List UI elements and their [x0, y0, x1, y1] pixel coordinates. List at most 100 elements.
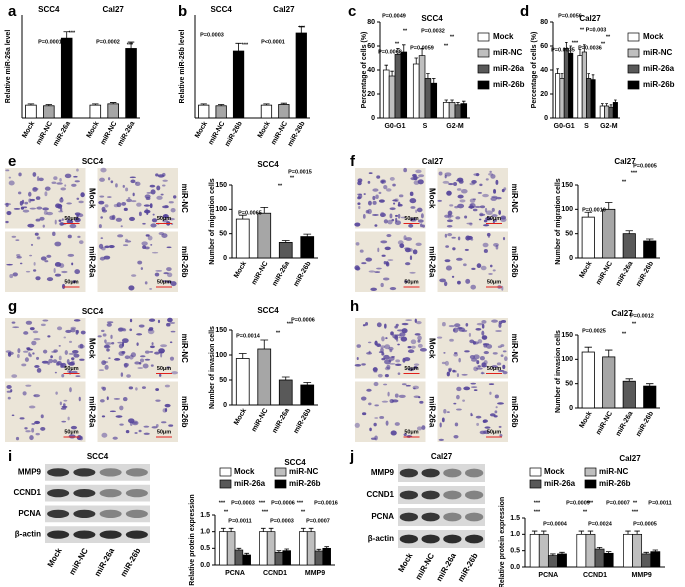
- bar: [643, 240, 657, 259]
- image-title: Cal27: [422, 157, 444, 166]
- cell: [472, 198, 477, 201]
- cell: [354, 422, 360, 428]
- cell: [385, 420, 389, 426]
- cell: [35, 196, 41, 200]
- annotation: P=0.0035: [551, 47, 575, 53]
- cell: [68, 352, 76, 355]
- cell: [470, 284, 476, 290]
- bar: [234, 549, 244, 566]
- blot-band: [47, 509, 70, 519]
- error-bar: [584, 346, 592, 353]
- blot-strip: [398, 508, 485, 526]
- cell: [420, 213, 424, 219]
- image-label: miR-26a: [87, 396, 96, 428]
- image-label: miR-26a: [427, 396, 436, 428]
- cell: [170, 281, 177, 287]
- error-bar: [652, 549, 659, 552]
- error-bar: [426, 73, 430, 79]
- bar: [107, 103, 119, 119]
- cell: [50, 355, 53, 359]
- annotation: P=0.0003: [270, 518, 294, 524]
- cell: [376, 267, 382, 270]
- bar: [454, 104, 462, 119]
- cell: [169, 341, 173, 344]
- cell: [40, 256, 47, 261]
- cell: [382, 277, 390, 281]
- annotation: ***: [572, 40, 579, 46]
- annotation: P=0.0012: [630, 313, 654, 319]
- blot-strip: [45, 505, 150, 523]
- cell: [500, 344, 505, 347]
- cell: [65, 329, 72, 333]
- cell: [455, 216, 461, 220]
- cell: [490, 174, 496, 179]
- cell: [52, 359, 58, 364]
- x-tick-label: miR-26b: [293, 260, 313, 287]
- bar: [590, 79, 596, 119]
- cell: [373, 381, 379, 387]
- bar: [448, 102, 456, 119]
- cell: [151, 218, 158, 223]
- lane-label: miR-NC: [414, 551, 437, 581]
- cell: [457, 203, 465, 209]
- bar: [442, 102, 450, 119]
- cell: [24, 201, 29, 205]
- cell: [11, 414, 15, 417]
- cell: [468, 332, 472, 337]
- blot-band: [464, 490, 484, 500]
- cell: [47, 362, 50, 365]
- bar: [430, 82, 438, 119]
- micrograph: [5, 381, 86, 442]
- x-tick-label: miR-26a: [615, 260, 635, 287]
- cell: [22, 209, 30, 213]
- blot-band: [464, 468, 484, 478]
- x-tick-label: CCND1: [583, 572, 607, 579]
- cell: [376, 175, 381, 179]
- cell: [98, 369, 105, 371]
- cell: [456, 188, 462, 191]
- cell: [464, 248, 469, 251]
- cell: [389, 363, 396, 365]
- cell: [130, 179, 136, 184]
- cell: [80, 192, 85, 198]
- cell: [169, 356, 175, 361]
- scale-bar-label: 50μm: [157, 279, 171, 285]
- micrograph: [355, 381, 426, 442]
- cell: [121, 201, 127, 206]
- y-tick-label: 0: [544, 115, 548, 122]
- error-bar: [556, 68, 559, 74]
- cell: [415, 209, 418, 213]
- cell: [362, 213, 366, 219]
- cell: [465, 278, 471, 284]
- cell: [132, 422, 138, 424]
- cell: [485, 216, 492, 221]
- x-tick-label: miR-NC: [100, 120, 119, 146]
- chart-title: SCC4: [284, 458, 306, 467]
- lane-label: miR-26b: [119, 546, 143, 578]
- cell: [110, 334, 113, 339]
- y-axis-label: Number of invasion cells: [209, 326, 216, 409]
- cell: [493, 242, 499, 247]
- cell: [104, 344, 110, 348]
- cell: [20, 206, 25, 210]
- bar: [602, 356, 616, 409]
- cell: [355, 242, 360, 246]
- group-label: SCC4: [38, 5, 60, 14]
- blot-strip: [398, 464, 485, 482]
- cell: [8, 176, 12, 179]
- cell: [502, 370, 508, 375]
- blot-band: [125, 488, 148, 498]
- cell: [40, 323, 46, 327]
- cell: [384, 323, 387, 329]
- cell: [409, 271, 416, 274]
- error-bar: [316, 548, 322, 551]
- x-tick-label: miR-26b: [635, 260, 655, 287]
- cell: [401, 328, 408, 334]
- cell: [497, 402, 504, 405]
- cell: [453, 402, 457, 405]
- cell: [31, 340, 37, 346]
- annotation: ***: [242, 42, 249, 48]
- bar: [460, 103, 468, 119]
- cell: [374, 417, 379, 419]
- cell: [497, 369, 505, 372]
